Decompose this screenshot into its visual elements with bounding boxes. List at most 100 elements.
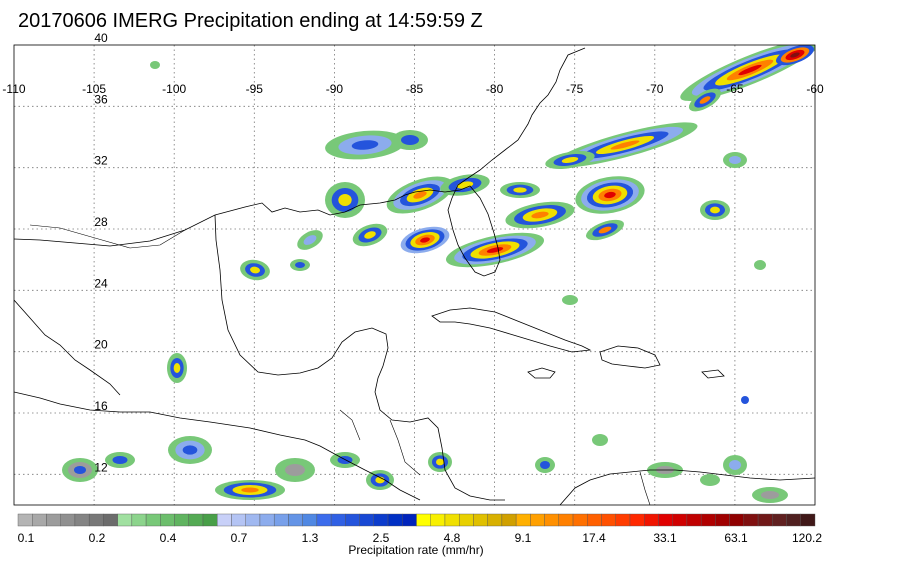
colorbar-swatch [473, 513, 488, 527]
colorbar-swatch [74, 513, 90, 527]
lon-tick-label: -60 [806, 82, 824, 96]
lat-lon-grid [14, 45, 815, 505]
colorbar-swatch [672, 513, 688, 527]
precipitation-field [62, 45, 815, 503]
rain-cell [575, 176, 645, 214]
rain-cell [428, 452, 452, 472]
colorbar-swatch [88, 513, 104, 527]
colorbar-swatch [515, 513, 531, 527]
rain-cell [167, 353, 187, 383]
rain-cell [325, 130, 405, 160]
colorbar-swatch [444, 513, 460, 527]
rain-cell [366, 470, 394, 490]
colorbar-swatch [359, 513, 375, 527]
rain-cell [700, 474, 720, 486]
rain-cell [500, 182, 540, 198]
rain-cell [215, 480, 285, 500]
rain-cell [150, 61, 160, 69]
colorbar [17, 513, 816, 527]
lon-tick-label: -95 [246, 82, 264, 96]
colorbar-swatch [17, 513, 33, 527]
colorbar-swatch [302, 513, 318, 527]
colorbar-swatch [715, 513, 730, 527]
colorbar-swatch [330, 513, 346, 527]
lon-tick-label: -105 [82, 82, 106, 96]
lat-tick-label: 20 [94, 338, 108, 352]
colorbar-label: 33.1 [653, 531, 677, 545]
colorbar-swatch [231, 513, 246, 527]
colorbar-label: 0.2 [88, 531, 106, 545]
rain-cell [400, 226, 450, 254]
colorbar-swatch [174, 513, 189, 527]
colorbar-swatch [615, 513, 631, 527]
colorbar-swatch [644, 513, 659, 527]
colorbar-label: 120.2 [791, 531, 823, 545]
colorbar-swatch [629, 513, 645, 527]
rain-cell [752, 487, 788, 503]
colorbar-label: 1.3 [301, 531, 319, 545]
colorbar-label: 17.4 [582, 531, 606, 545]
rain-cell [562, 295, 578, 305]
rain-cell [776, 45, 814, 66]
colorbar-label: 2.5 [372, 531, 390, 545]
colorbar-title: Precipitation rate (mm/hr) [348, 543, 484, 557]
lon-tick-label: -100 [162, 82, 186, 96]
colorbar-swatch [786, 513, 801, 527]
rain-cell [545, 151, 595, 169]
colorbar-label: 0.1 [17, 531, 35, 545]
colorbar-label: 0.7 [230, 531, 248, 545]
colorbar-label: 9.1 [514, 531, 532, 545]
map-title: 20170606 IMERG Precipitation ending at 1… [18, 10, 483, 32]
colorbar-swatch [373, 513, 389, 527]
rain-cell [386, 176, 454, 214]
rain-cell [392, 130, 428, 150]
map-frame [13, 44, 816, 506]
lon-tick-label: -85 [406, 82, 424, 96]
colorbar-swatch [686, 513, 702, 527]
lat-tick-label: 36 [94, 92, 108, 106]
colorbar-swatch [117, 513, 133, 527]
colorbar-swatch [188, 513, 204, 527]
colorbar-swatch [273, 513, 289, 527]
colorbar-swatch [32, 513, 47, 527]
colorbar-swatch [259, 513, 275, 527]
colorbar-swatch [202, 513, 218, 527]
rain-cell [741, 396, 749, 404]
rain-cell [592, 434, 608, 446]
colorbar-swatch [601, 513, 616, 527]
colorbar-swatch [800, 513, 816, 527]
rain-cell [505, 201, 575, 229]
colorbar-swatch [772, 513, 787, 527]
colorbar-swatch [729, 513, 745, 527]
rain-cell [105, 452, 135, 468]
rain-cell [290, 259, 310, 271]
colorbar-swatch [145, 513, 161, 527]
colorbar-swatch [103, 513, 118, 527]
rain-cell [688, 88, 722, 112]
colorbar-swatch [458, 513, 474, 527]
rain-cell [723, 152, 747, 168]
colorbar-swatch [160, 513, 175, 527]
colorbar-swatch [544, 513, 560, 527]
colorbar-swatch [416, 513, 431, 527]
colorbar-swatch [487, 513, 503, 527]
colorbar-swatch [700, 513, 716, 527]
lat-tick-label: 28 [94, 215, 108, 229]
colorbar-swatch [387, 513, 403, 527]
rain-cell [754, 260, 766, 270]
colorbar-swatch [757, 513, 773, 527]
colorbar-label: 4.8 [443, 531, 461, 545]
colorbar-swatch [430, 513, 446, 527]
colorbar-swatch [501, 513, 517, 527]
colorbar-swatch [60, 513, 76, 527]
rain-cell [168, 436, 212, 464]
colorbar-swatch [587, 513, 602, 527]
colorbar-swatch [46, 513, 61, 527]
colorbar-label: 63.1 [724, 531, 748, 545]
axis-labels: -110 -105 -100 -95 -90 -85 -80 -75 -70 -65 -60 40 36… [2, 31, 824, 474]
country-borders [29, 224, 651, 505]
lon-tick-label: -65 [726, 82, 744, 96]
lat-tick-label: 24 [94, 276, 108, 290]
colorbar-swatch [743, 513, 759, 527]
